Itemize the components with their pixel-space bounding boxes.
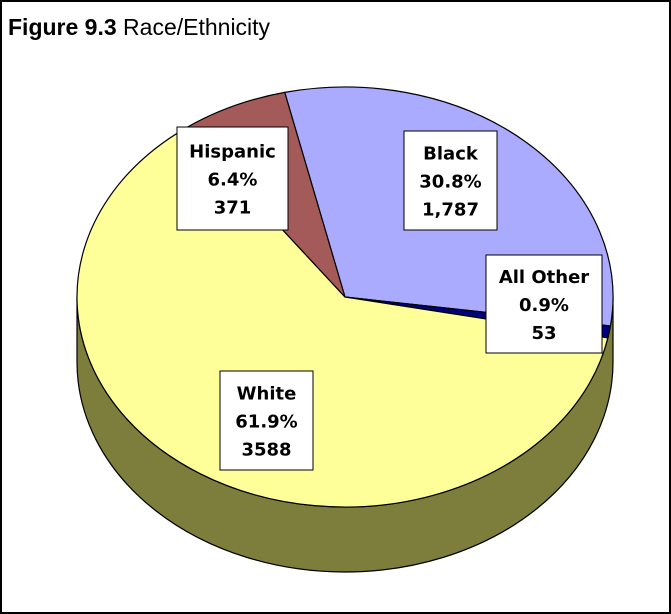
data-label-name-hispanic: Hispanic <box>189 142 276 163</box>
data-label-count-hispanic: 371 <box>214 198 252 219</box>
data-label-count-all-other: 53 <box>531 323 556 344</box>
data-label-percent-black: 30.8% <box>419 172 481 193</box>
data-label-percent-all-other: 0.9% <box>519 295 569 316</box>
data-label-count-black: 1,787 <box>422 200 479 221</box>
data-label-box-all-other <box>485 254 603 354</box>
data-label-percent-hispanic: 6.4% <box>208 170 258 191</box>
data-label-box-hispanic <box>176 126 289 231</box>
figure-number: Figure 9.3 <box>8 14 117 40</box>
data-label-name-black: Black <box>423 144 479 165</box>
data-label-name-white: White <box>237 384 297 405</box>
data-label-count-white: 3588 <box>241 440 291 461</box>
data-label-percent-white: 61.9% <box>235 412 297 433</box>
data-label-box-black <box>403 130 498 231</box>
data-label-box-white <box>219 370 314 471</box>
data-label-name-all-other: All Other <box>499 267 589 288</box>
figure-title-text: Race/Ethnicity <box>123 14 271 40</box>
figure-title: Figure 9.3 Race/Ethnicity <box>8 16 270 39</box>
